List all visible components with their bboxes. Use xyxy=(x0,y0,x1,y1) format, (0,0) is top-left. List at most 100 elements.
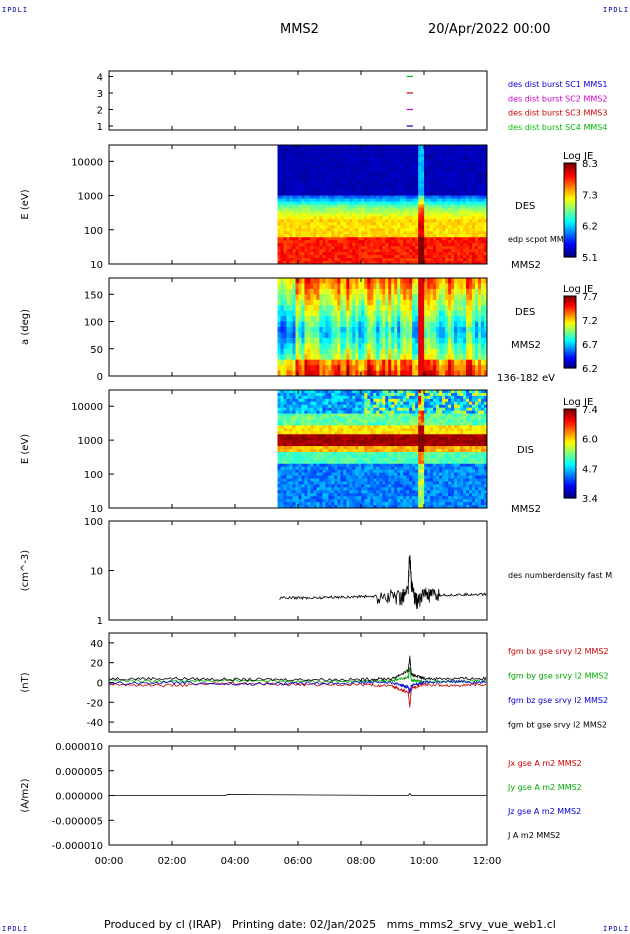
dis-energy-cell xyxy=(292,416,296,420)
des-energy-cell xyxy=(391,213,395,217)
des-energy-cell xyxy=(349,171,353,176)
des-energy-cell xyxy=(280,159,285,164)
dis-energy-cell xyxy=(310,395,314,400)
des-pitch-cell xyxy=(460,327,464,333)
des-pitch-cell xyxy=(421,337,425,344)
des-energy-cell xyxy=(415,222,419,226)
dis-energy-cell xyxy=(289,446,293,450)
dis-energy-cell xyxy=(289,472,293,477)
des-pitch-cell xyxy=(427,321,431,328)
dis-energy-cell xyxy=(313,466,317,471)
des-energy-cell xyxy=(400,198,404,203)
des-pitch-cell xyxy=(454,365,458,372)
des-pitch-cell xyxy=(481,348,485,355)
des-energy-cell xyxy=(472,201,476,205)
des-energy-cell xyxy=(409,162,413,167)
dis-energy-cell xyxy=(295,401,299,406)
des-energy-cell xyxy=(370,243,374,247)
dis-energy-cell xyxy=(295,499,299,503)
dis-energy-cell xyxy=(313,440,317,444)
des-energy-cell xyxy=(277,186,282,191)
des-energy-cell xyxy=(379,231,383,235)
des-energy-cell xyxy=(379,192,383,197)
des-pitch-cell xyxy=(370,299,374,306)
des-energy-cell xyxy=(283,261,288,265)
des-energy-cell xyxy=(298,207,302,211)
des-pitch-cell xyxy=(289,321,293,328)
des-energy-cell xyxy=(313,237,317,241)
des-energy-cell xyxy=(451,198,455,203)
des-energy-cell xyxy=(373,186,377,191)
dis-energy-cell xyxy=(295,419,299,423)
dis-energy-cell xyxy=(283,395,288,400)
des-pitch-cell xyxy=(397,370,401,377)
des-pitch-cell xyxy=(289,370,293,377)
dis-energy-cell xyxy=(301,398,305,403)
des-energy-cell xyxy=(304,237,308,241)
des-energy-cell xyxy=(421,183,425,188)
des-energy-cell xyxy=(424,204,428,208)
des-pitch-cell xyxy=(430,359,434,366)
des-pitch-cell xyxy=(445,332,449,339)
des-energy-cell xyxy=(328,198,332,203)
des-pitch-cell xyxy=(343,332,347,339)
dis-energy-cell xyxy=(319,428,323,432)
des-energy-cell xyxy=(394,210,398,214)
des-energy-cell xyxy=(289,180,293,185)
des-energy-cell xyxy=(475,231,479,235)
des-pitch-cell xyxy=(304,321,308,328)
des-energy-cell xyxy=(427,147,431,152)
des-energy-cell xyxy=(376,261,380,265)
dis-energy-cell xyxy=(298,454,302,459)
des-energy-cell xyxy=(460,162,464,167)
des-energy-cell xyxy=(346,159,350,164)
des-energy-cell xyxy=(475,162,479,167)
des-pitch-cell xyxy=(337,327,341,333)
des-energy-cell xyxy=(289,174,293,179)
des-pitch-cell xyxy=(313,365,317,372)
des-energy-cell xyxy=(352,246,356,250)
des-pitch-cell xyxy=(391,348,395,355)
des-energy-cell xyxy=(367,189,371,194)
des-energy-cell xyxy=(346,234,350,238)
des-energy-cell xyxy=(397,153,401,158)
dis-energy-cell xyxy=(310,425,314,429)
des-energy-cell xyxy=(436,195,440,200)
des-pitch-cell xyxy=(349,343,353,350)
des-pitch-cell xyxy=(394,310,398,317)
des-energy-cell xyxy=(430,207,434,211)
des-energy-cell xyxy=(472,231,476,235)
des-energy-cell xyxy=(370,195,374,200)
dis-energy-cell xyxy=(292,451,296,456)
des-energy-cell xyxy=(412,213,416,217)
des-energy-cell xyxy=(424,159,428,164)
des-energy-cell xyxy=(394,156,398,161)
des-pitch-cell xyxy=(445,354,449,361)
des-pitch-cell xyxy=(388,348,392,355)
dis-energy-cell xyxy=(289,434,293,438)
dis-energy-cell xyxy=(319,392,323,397)
des-pitch-cell xyxy=(346,327,350,333)
des-energy-cell xyxy=(310,177,314,182)
des-pitch-cell xyxy=(451,310,455,317)
dis-energy-cell xyxy=(301,493,305,497)
dis-energy-cell xyxy=(295,422,299,426)
des-pitch-cell xyxy=(352,305,356,312)
des-energy-cell xyxy=(385,231,389,235)
des-energy-cell xyxy=(457,162,461,167)
des-pitch-cell xyxy=(382,370,386,377)
des-pitch-cell xyxy=(322,337,326,344)
des-energy-cell xyxy=(409,168,413,173)
des-energy-cell xyxy=(475,189,479,194)
des-energy-cell xyxy=(337,234,341,238)
des-energy-cell xyxy=(463,145,467,149)
des-energy-cell xyxy=(295,246,299,250)
des-energy-cell xyxy=(298,180,302,185)
des-energy-cell xyxy=(439,165,443,170)
des-energy-cell xyxy=(301,153,305,158)
des-energy-cell xyxy=(286,177,290,182)
des-energy-cell xyxy=(379,156,383,161)
dis-energy-cell xyxy=(298,502,302,506)
dis-energy-cell xyxy=(313,425,317,429)
dis-energy-cell xyxy=(322,407,326,412)
